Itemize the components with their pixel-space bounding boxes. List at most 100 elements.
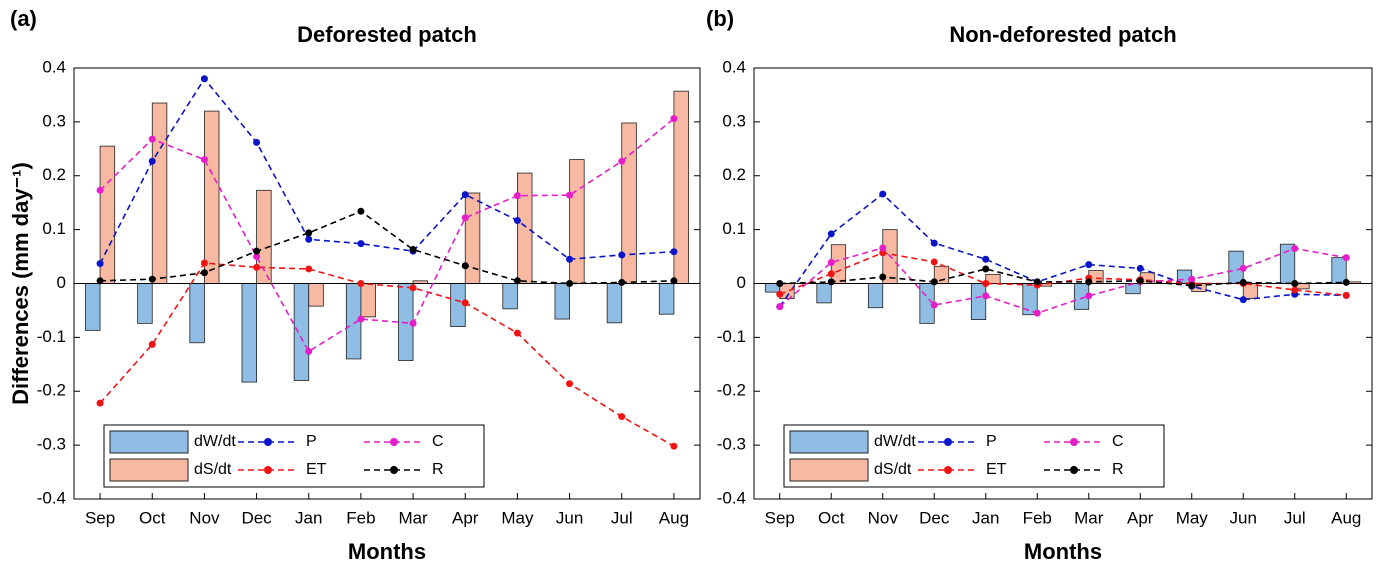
point bbox=[200, 269, 208, 277]
bar bbox=[85, 283, 101, 331]
legend-swatch bbox=[109, 458, 189, 482]
bar bbox=[151, 102, 168, 284]
point bbox=[148, 157, 156, 165]
x-tick-label: Apr bbox=[1127, 508, 1154, 527]
point bbox=[827, 258, 835, 266]
bar bbox=[204, 110, 220, 284]
point bbox=[200, 156, 208, 164]
y-tick-label: -0.3 bbox=[717, 435, 746, 454]
point bbox=[148, 340, 156, 348]
x-tick-label: Feb bbox=[1023, 508, 1052, 527]
legend-swatch bbox=[944, 466, 952, 474]
point bbox=[670, 442, 678, 450]
point bbox=[461, 262, 469, 270]
point bbox=[461, 299, 469, 307]
bar bbox=[816, 283, 832, 304]
point bbox=[409, 319, 417, 327]
point bbox=[982, 280, 990, 287]
point bbox=[357, 315, 365, 323]
x-tick-label: Mar bbox=[398, 508, 428, 527]
x-tick-label: May bbox=[1176, 508, 1209, 527]
line bbox=[99, 118, 675, 353]
point bbox=[1085, 261, 1093, 269]
y-tick-label: 0.3 bbox=[722, 111, 746, 130]
point bbox=[618, 278, 626, 286]
point bbox=[930, 301, 938, 309]
legend-label: ET bbox=[986, 461, 1007, 478]
bar bbox=[658, 283, 675, 315]
x-tick-label: Oct bbox=[818, 508, 845, 527]
point bbox=[357, 280, 365, 287]
point bbox=[618, 251, 626, 259]
line bbox=[99, 77, 674, 264]
point bbox=[96, 399, 104, 407]
point bbox=[96, 277, 104, 285]
legend-label: P bbox=[986, 433, 997, 450]
legend-label: dW/dt bbox=[874, 433, 916, 450]
x-tick-label: Jan bbox=[295, 508, 322, 527]
bar bbox=[569, 159, 585, 284]
point bbox=[879, 273, 887, 281]
point bbox=[930, 239, 938, 247]
y-tick-label: 0 bbox=[737, 273, 746, 292]
y-tick-label: 0.1 bbox=[42, 219, 66, 238]
point bbox=[982, 255, 990, 263]
point bbox=[253, 247, 261, 255]
legend-label: P bbox=[306, 433, 317, 450]
point bbox=[253, 253, 261, 261]
y-tick-label: 0.1 bbox=[722, 219, 746, 238]
point bbox=[776, 280, 784, 287]
point bbox=[305, 265, 313, 273]
bar bbox=[1022, 283, 1038, 316]
point bbox=[357, 207, 365, 215]
point bbox=[357, 240, 365, 248]
x-tick-label: Jul bbox=[1284, 508, 1306, 527]
y-tick-label: 0.4 bbox=[722, 57, 746, 76]
point bbox=[827, 270, 835, 278]
point bbox=[879, 190, 887, 198]
line bbox=[779, 193, 1347, 308]
point bbox=[982, 265, 990, 273]
point bbox=[409, 246, 417, 254]
panel: (b) Non-deforested patch Months -0.4 -0.3 -0.… bbox=[706, 6, 1373, 564]
point bbox=[1342, 278, 1350, 286]
chart-title: Deforested patch bbox=[297, 22, 477, 47]
x-tick-label: Sep bbox=[85, 508, 115, 527]
y-tick-label: 0.2 bbox=[722, 165, 746, 184]
point bbox=[1188, 275, 1196, 283]
point bbox=[200, 259, 208, 267]
panel: (a) Deforested patch Months Differences (mm… bbox=[8, 6, 701, 564]
point bbox=[305, 235, 313, 243]
point bbox=[200, 75, 208, 83]
panel-label: (b) bbox=[706, 6, 734, 31]
point bbox=[566, 191, 574, 199]
point bbox=[670, 248, 678, 256]
point bbox=[670, 277, 678, 285]
point bbox=[930, 258, 938, 266]
legend-swatch bbox=[1070, 466, 1078, 474]
bar bbox=[517, 172, 533, 284]
point bbox=[930, 278, 938, 286]
bar bbox=[308, 283, 324, 307]
legend-swatch bbox=[390, 466, 398, 474]
line bbox=[779, 247, 1347, 314]
point bbox=[1136, 277, 1144, 285]
point bbox=[148, 275, 156, 283]
point bbox=[1342, 291, 1350, 299]
point bbox=[513, 216, 521, 224]
x-axis-label: Months bbox=[1024, 539, 1102, 564]
y-tick-label: -0.2 bbox=[717, 381, 746, 400]
point bbox=[1188, 282, 1196, 290]
x-tick-label: Nov bbox=[868, 508, 899, 527]
x-tick-label: Oct bbox=[139, 508, 166, 527]
point bbox=[618, 413, 626, 421]
legend: dW/dt dS/dt P ET CR bbox=[103, 424, 485, 488]
point bbox=[253, 138, 261, 146]
y-tick-label: 0 bbox=[57, 273, 66, 292]
point bbox=[1085, 278, 1093, 286]
y-tick-label: 0.2 bbox=[42, 165, 66, 184]
point bbox=[566, 255, 574, 263]
x-tick-label: Aug bbox=[1331, 508, 1361, 527]
y-tick-label: -0.4 bbox=[37, 488, 66, 507]
